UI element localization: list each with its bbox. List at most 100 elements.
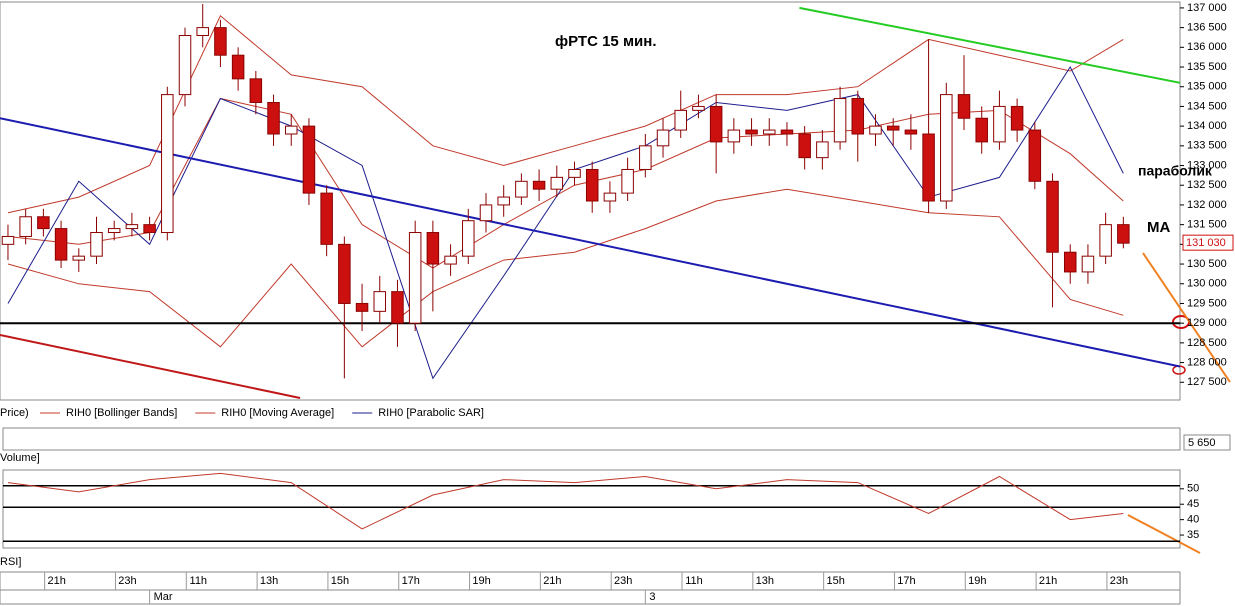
candle-body	[426, 232, 440, 265]
y-tick-label: 131 500	[1187, 219, 1227, 231]
candle-body	[692, 105, 705, 111]
candle-body	[72, 255, 86, 261]
candle-body	[656, 129, 670, 147]
rsi-frame	[2, 469, 1181, 549]
candle-body	[568, 168, 581, 178]
y-tick-label: 130 000	[1187, 278, 1227, 290]
candle-body	[391, 291, 404, 324]
y-tick-label: 134 500	[1187, 100, 1227, 112]
price-frame	[0, 1, 1181, 401]
candle-body	[1063, 251, 1077, 273]
candle-body	[107, 228, 121, 234]
x-tick-label: 21h	[543, 575, 561, 587]
candle-body	[444, 255, 457, 265]
x-tick-label: 23h	[1110, 575, 1128, 587]
candle-body	[975, 117, 988, 143]
x-tick-label: 19h	[968, 575, 986, 587]
bollinger-lower	[7, 188, 1124, 348]
candle-body	[833, 98, 847, 143]
candle-body	[408, 232, 422, 324]
candle-body	[674, 109, 687, 131]
candle-body	[603, 192, 617, 202]
candle-body	[161, 94, 174, 234]
y-tick-label: 127 500	[1187, 376, 1227, 388]
candle-body	[497, 196, 510, 206]
candle-body	[125, 224, 139, 230]
candle-body	[763, 129, 776, 135]
candle-body	[851, 98, 865, 135]
candle-body	[886, 125, 900, 131]
candle-body	[231, 54, 245, 80]
candle-body	[196, 27, 209, 36]
candle-body	[267, 101, 280, 135]
candle-body	[90, 232, 103, 257]
candle-body	[585, 168, 599, 202]
y-tick-label: 133 000	[1187, 159, 1227, 171]
x-tick-label: 11h	[190, 575, 208, 587]
x-tick-label: 17h	[897, 575, 915, 587]
rsi-line	[7, 472, 1124, 530]
y-tick-label: 133 500	[1187, 140, 1227, 152]
y-tick-label: 50	[1187, 483, 1199, 495]
candle-body	[869, 125, 882, 135]
candle-body	[727, 129, 741, 143]
candle-body	[532, 180, 546, 190]
price-tag-label: 131 030	[1186, 237, 1226, 249]
candle-body	[639, 145, 652, 170]
candle-body	[178, 34, 192, 96]
y-tick-label: 40	[1187, 514, 1199, 526]
trend-line	[0, 334, 301, 399]
candle-body	[1099, 224, 1112, 257]
annotation: MA	[1147, 219, 1170, 236]
legend-label: RIH0 [Bollinger Bands]	[66, 407, 177, 419]
candle-body	[19, 216, 32, 237]
candle-body	[1046, 180, 1059, 253]
x-tick-label: 19h	[472, 575, 490, 587]
candle-body	[462, 220, 475, 257]
y-tick-label: 128 000	[1187, 356, 1227, 368]
candle-body	[143, 224, 156, 234]
trend-line	[799, 6, 1181, 84]
candle-body	[709, 105, 723, 143]
candle-body	[373, 291, 387, 312]
legend-label: RIH0 [Moving Average]	[221, 407, 334, 419]
x-tick-label: 17h	[402, 575, 420, 587]
y-tick-label: 137 000	[1187, 2, 1227, 14]
x-tick-label: 15h	[331, 575, 349, 587]
candle-body	[904, 129, 918, 135]
candle-body	[550, 176, 564, 190]
x-tick-label: 13h	[260, 575, 278, 587]
candle-body	[1, 235, 15, 245]
candle-body	[355, 302, 369, 312]
y-tick-label: 129 000	[1187, 317, 1227, 329]
legend-label: RIH0 [Parabolic SAR]	[378, 407, 484, 419]
time-frame	[0, 571, 1181, 605]
x-tick-label: 13h	[756, 575, 774, 587]
overlay-line	[7, 65, 1124, 380]
candle-body	[922, 133, 935, 202]
candle-body	[214, 27, 227, 56]
candle-body	[940, 94, 953, 202]
candle-body	[993, 105, 1006, 143]
y-tick-label: 129 500	[1187, 297, 1227, 309]
value-box	[1183, 434, 1231, 451]
volume-frame	[2, 427, 1181, 451]
y-tick-label: 136 500	[1187, 22, 1227, 34]
forecast-arrow	[1142, 252, 1231, 383]
candle-body	[302, 125, 316, 194]
chart-title: фРТС 15 мин.	[555, 33, 657, 50]
x-tick-label: 21h	[1039, 575, 1057, 587]
candle-body	[957, 94, 971, 119]
panel-label: Volume]	[0, 452, 40, 464]
candle-body	[54, 228, 68, 261]
candle-body	[816, 141, 829, 159]
candle-body	[1028, 129, 1042, 182]
panel-label: RSI]	[0, 556, 21, 568]
y-tick-label: 134 000	[1187, 120, 1227, 132]
y-tick-label: 132 500	[1187, 179, 1227, 191]
volume-last: 5 650	[1188, 437, 1216, 449]
candle-body	[338, 243, 351, 304]
trend-line	[0, 117, 1181, 368]
